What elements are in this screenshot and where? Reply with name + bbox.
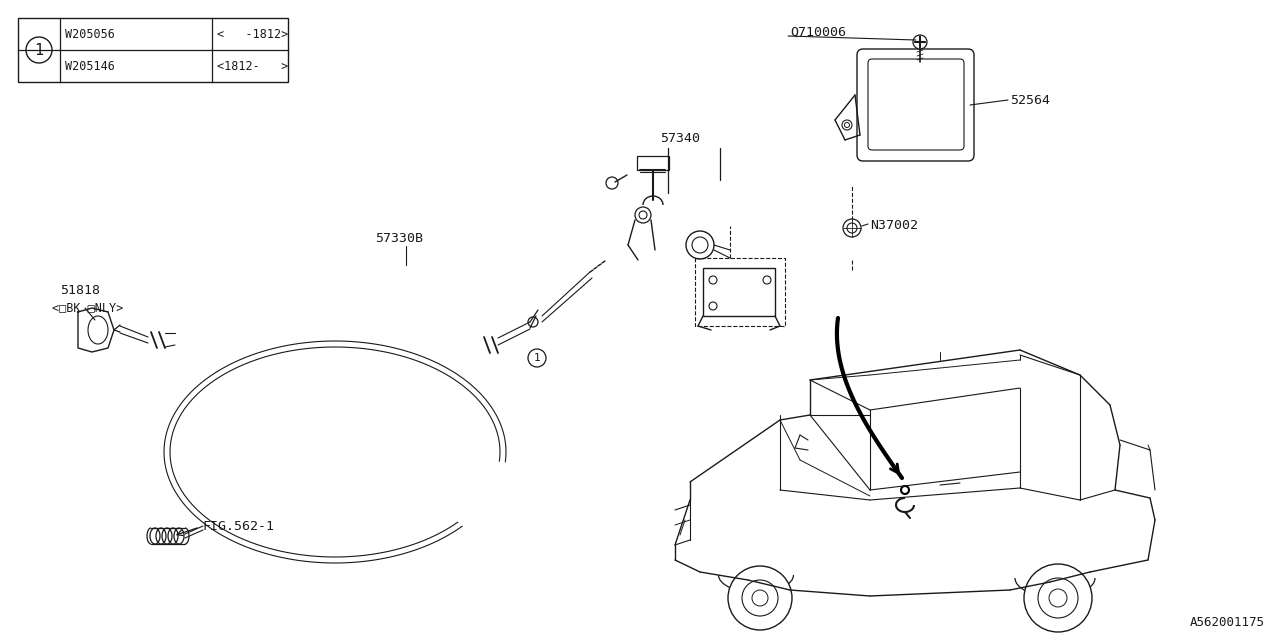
Bar (703, 268, 774, 316)
Text: 57340: 57340 (660, 131, 700, 145)
Circle shape (686, 231, 714, 259)
Bar (637, 156, 669, 170)
Circle shape (635, 207, 652, 223)
Text: 57330B: 57330B (375, 232, 422, 244)
Text: W205056: W205056 (65, 28, 115, 40)
Text: Q710006: Q710006 (790, 26, 846, 38)
Circle shape (842, 120, 852, 130)
Text: A562001175: A562001175 (1190, 616, 1265, 628)
Circle shape (728, 566, 792, 630)
Text: <   -1812>: < -1812> (218, 28, 288, 40)
FancyBboxPatch shape (858, 49, 974, 161)
Text: <1812-   >: <1812- > (218, 60, 288, 72)
Circle shape (913, 35, 927, 49)
Text: 1: 1 (35, 42, 44, 58)
Circle shape (844, 219, 861, 237)
Circle shape (1024, 564, 1092, 632)
Bar (18, 18, 288, 82)
Bar (695, 258, 785, 326)
Circle shape (605, 177, 618, 189)
Text: W205146: W205146 (65, 60, 115, 72)
Text: 51818: 51818 (60, 284, 100, 296)
Text: 1: 1 (534, 353, 540, 363)
Text: N37002: N37002 (870, 218, 918, 232)
Text: FIG.562-1: FIG.562-1 (202, 520, 274, 534)
Text: 52564: 52564 (1010, 93, 1050, 106)
Text: <□BK □NLY>: <□BK □NLY> (52, 301, 123, 314)
